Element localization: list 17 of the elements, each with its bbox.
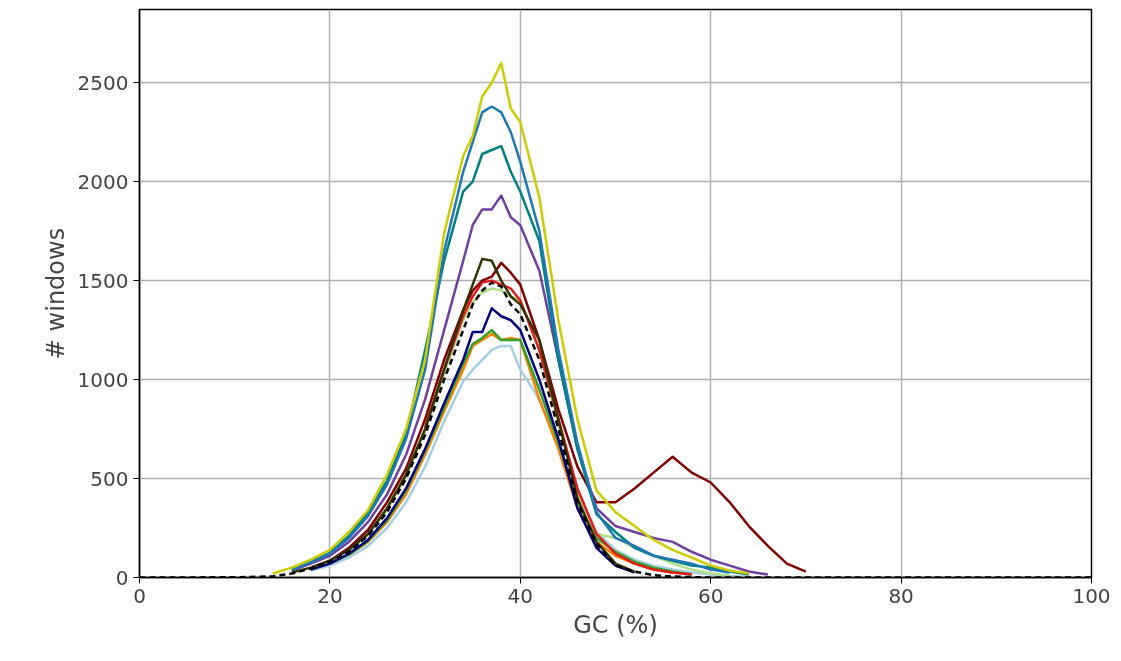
y-tick-label: 2500	[77, 70, 129, 95]
x-tick-label: 100	[1072, 583, 1111, 608]
line-series	[271, 61, 751, 575]
line-series	[309, 307, 636, 574]
x-tick-label: 20	[317, 583, 343, 608]
x-tick-label: 0	[133, 583, 146, 608]
y-tick-label: 1000	[77, 367, 129, 392]
x-tick-label: 60	[697, 583, 724, 608]
y-axis-title: # windows	[41, 227, 70, 360]
x-tick-label: 40	[507, 583, 534, 608]
x-tick-label: 80	[888, 583, 914, 608]
y-tick-label: 1500	[77, 268, 129, 293]
y-tick-label: 0	[115, 565, 129, 590]
y-tick-label: 2000	[77, 169, 129, 194]
x-axis-title: GC (%)	[573, 610, 658, 639]
y-tick-label: 500	[90, 466, 129, 491]
line-series	[290, 257, 636, 574]
